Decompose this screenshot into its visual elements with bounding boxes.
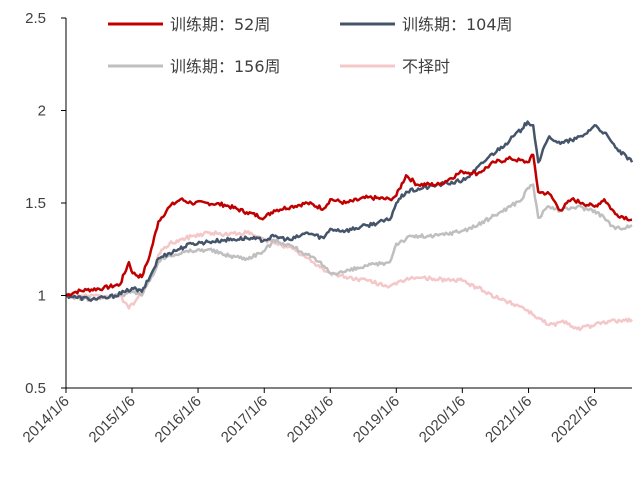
series-layer (65, 120, 634, 332)
legend-label-2: 训练期：104周 (402, 15, 513, 34)
legend-label-4: 不择时 (402, 57, 450, 76)
x-tick-label: 2014/1/6 (20, 393, 73, 446)
series-line-2 (65, 120, 634, 302)
x-tick-label: 2020/1/6 (416, 393, 469, 446)
y-tick-label: 1 (38, 288, 46, 305)
x-tick-label: 2016/1/6 (152, 393, 205, 446)
series-line-4 (65, 229, 633, 332)
y-tick-label: 2.5 (25, 10, 46, 27)
series-line-1 (65, 153, 633, 297)
x-tick-label: 2015/1/6 (86, 393, 139, 446)
y-tick-label: 2 (38, 103, 46, 120)
x-tick-label: 2017/1/6 (218, 393, 271, 446)
x-tick-label: 2021/1/6 (482, 393, 535, 446)
axes-layer: 0.5 1 1.5 2 2.5 2014/1/6 2015/1/6 2016/1/6 2017/… (20, 10, 632, 446)
x-tick-label: 2019/1/6 (350, 393, 403, 446)
legend-label-3: 训练期：156周 (170, 57, 281, 76)
y-tick-label: 0.5 (25, 380, 46, 397)
series-line-3 (65, 183, 633, 303)
x-tick-label: 2022/1/6 (548, 393, 601, 446)
y-tick-label: 1.5 (25, 195, 46, 212)
legend-label-1: 训练期：52周 (170, 15, 270, 34)
x-tick-label: 2018/1/6 (284, 393, 337, 446)
